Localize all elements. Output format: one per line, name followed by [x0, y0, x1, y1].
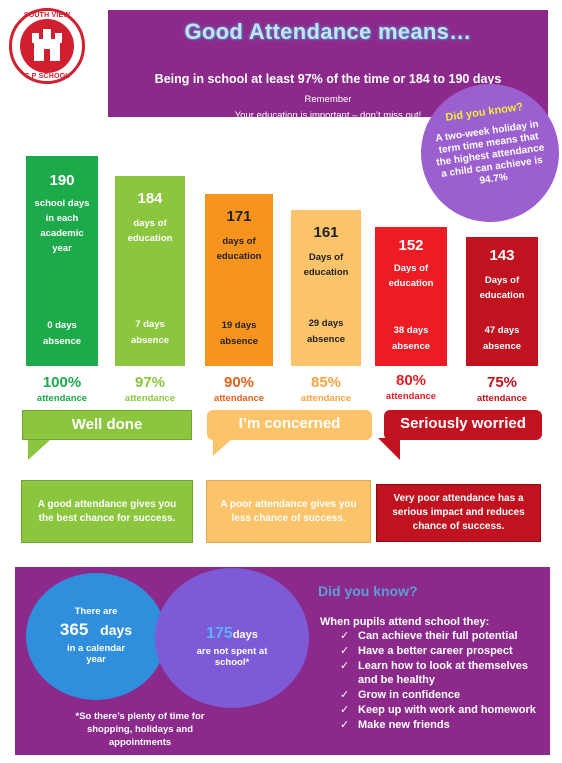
days-not-at-school-circle: 175days are not spent at school* [155, 568, 309, 708]
poor-attendance-message: A poor attendance gives you less chance … [206, 480, 371, 543]
check-icon: ✓ [340, 660, 350, 672]
benefit-text: Keep up with work and homework [358, 703, 536, 716]
concerned-text: I’m concerned [238, 415, 341, 432]
logo-top-text: SOUTH VIEW [23, 12, 71, 19]
benefit-text: Grow in confidence [358, 688, 461, 701]
percent-label: attendance [300, 393, 352, 404]
check-icon: ✓ [340, 703, 350, 716]
percent-value: 80% [395, 372, 427, 389]
percent-label: attendance [213, 393, 265, 404]
bar-days-number: 184 [137, 190, 163, 207]
bar-days-label: days of education [216, 236, 262, 262]
bar-absence-text: 0 days absence [42, 320, 82, 347]
percent-label: attendance [385, 391, 437, 402]
did-you-know-text: A two-week holiday in term time means th… [434, 119, 546, 187]
attendance-percent: 75% attendance [462, 374, 542, 404]
attendance-percent: 90% attendance [199, 374, 279, 404]
very-poor-attendance-message: Very poor attendance has a serious impac… [376, 484, 541, 542]
days-not-at-school-value: 175days [155, 625, 309, 643]
worried-tail [378, 438, 400, 460]
benefit-item: ✓ Grow in confidence [338, 689, 543, 703]
year-days-unit: days [100, 622, 133, 638]
percent-value: 85% [310, 374, 342, 391]
benefit-text: Can achieve their full potential [358, 630, 518, 642]
very-poor-message-text: Very poor attendance has a serious impac… [392, 493, 525, 532]
attendance-bar: 190 school days in each academic year 0 da… [26, 156, 98, 366]
bar-days-label: days of education [127, 218, 173, 244]
bar-days-number: 143 [489, 247, 515, 264]
attendance-bar: 184 days of education 7 days absence [115, 176, 185, 366]
bar-days-number: 152 [398, 237, 424, 254]
benefit-item: ✓ Make new friends [338, 719, 543, 733]
attendance-percent: 100% attendance [22, 374, 102, 404]
school-logo: SOUTH VIEW C.P SCHOOL [9, 8, 85, 84]
benefit-item: ✓ Keep up with work and homework [338, 704, 543, 718]
bar-absence-text: 47 days absence [482, 325, 522, 352]
benefit-item: ✓ Can achieve their full potential [338, 630, 543, 644]
header-remember: Remember [304, 94, 352, 105]
bar-days-label: Days of education [479, 275, 525, 301]
bar-absence-text: 19 days absence [219, 320, 259, 347]
check-icon: ✓ [340, 688, 350, 701]
check-icon: ✓ [340, 630, 350, 642]
benefits-list: ✓ Can achieve their full potential ✓ Have a… [338, 630, 543, 734]
percent-value: 75% [486, 374, 518, 391]
bar-days-number: 161 [313, 224, 339, 241]
benefit-text: Make new friends [358, 718, 450, 731]
calendar-year-text: in a calendar year [66, 643, 126, 665]
worried-label: Seriously worried [384, 410, 542, 440]
benefit-item: ✓ Learn how to look at themselves and be … [338, 660, 543, 687]
did-you-know-heading: Did you know? [318, 583, 418, 599]
header-note: Your education is important – don’t miss… [234, 110, 422, 121]
percent-label: attendance [36, 393, 88, 404]
bar-days-label: school days in each academic year [34, 198, 90, 254]
days-in-year-value: 365 days [26, 620, 166, 640]
logo-bottom-text: C.P SCHOOL [24, 73, 70, 80]
benefit-item: ✓ Have a better career prospect [338, 645, 543, 659]
good-message-text: A good attendance gives you the best cha… [37, 498, 177, 524]
year-days-number: 365 [59, 620, 89, 639]
non-school-days-unit: days [232, 629, 258, 641]
percent-value: 100% [42, 374, 82, 391]
poor-message-text: A poor attendance gives you less chance … [220, 498, 357, 524]
percent-value: 97% [134, 374, 166, 391]
bar-days-label: Days of education [388, 263, 434, 289]
attendance-bar: 161 Days of education 29 days absence [291, 210, 361, 366]
header-subtitle: Being in school at least 97% of the time… [154, 72, 502, 86]
bar-absence-text: 7 days absence [130, 319, 170, 346]
concerned-label: I’m concerned [207, 410, 372, 440]
worried-text: Seriously worried [400, 415, 526, 432]
attendance-bar: 171 days of education 19 days absence [205, 194, 273, 366]
page-title: Good Attendance means… [184, 19, 472, 44]
bar-days-label: Days of education [303, 252, 349, 278]
percent-label: attendance [124, 393, 176, 404]
bar-absence-text: 29 days absence [306, 318, 346, 345]
attendance-percent: 97% attendance [110, 374, 190, 404]
concerned-tail [213, 438, 233, 456]
non-school-days-number: 175 [206, 625, 233, 642]
attendance-bar: 152 Days of education 38 days absence [375, 227, 447, 366]
well-done-label: Well done [22, 410, 192, 440]
attendance-percent: 80% attendance [371, 372, 451, 402]
days-in-year-circle: There are 365 days in a calendar year [26, 573, 166, 700]
footnote: *So there’s plenty of time for shopping,… [75, 711, 205, 748]
percent-value: 90% [223, 374, 255, 391]
bar-absence-text: 38 days absence [391, 325, 431, 352]
bar-days-number: 171 [226, 208, 252, 225]
attendance-percent: 85% attendance [286, 374, 366, 404]
bar-days-number: 190 [49, 172, 75, 189]
attendance-bar: 143 Days of education 47 days absence [466, 237, 538, 366]
logo-castle-icon [20, 19, 74, 73]
not-spent-at-school-text: are not spent at school* [196, 646, 268, 668]
check-icon: ✓ [340, 645, 350, 657]
check-icon: ✓ [340, 718, 350, 731]
good-attendance-message: A good attendance gives you the best cha… [21, 480, 193, 543]
there-are-text: There are [74, 606, 118, 617]
percent-label: attendance [476, 393, 528, 404]
benefit-text: Have a better career prospect [358, 645, 513, 657]
well-done-tail [28, 440, 50, 460]
pupils-intro: When pupils attend school they: [320, 616, 490, 628]
benefit-text: Learn how to look at themselves and be h… [358, 660, 528, 686]
well-done-text: Well done [71, 416, 143, 433]
